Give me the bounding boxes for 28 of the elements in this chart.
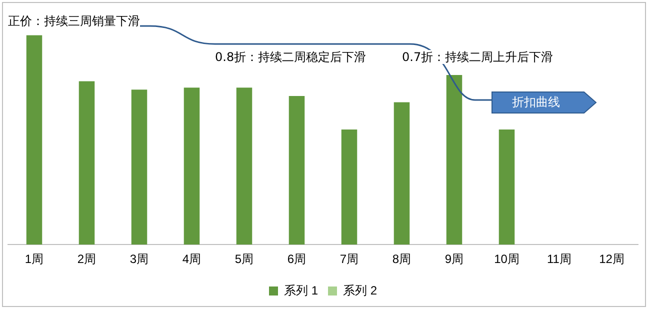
x-tick-label: 7周	[340, 252, 359, 266]
x-tick-label: 11周	[547, 252, 572, 266]
bar	[446, 75, 462, 245]
bar	[341, 129, 358, 245]
x-tick-label: 4周	[182, 252, 202, 266]
legend-label: 系列 1	[284, 283, 318, 298]
x-tick-label: 1周	[24, 252, 44, 266]
x-tick-label: 12周	[599, 252, 624, 266]
bar	[131, 90, 148, 245]
annotation: 折扣曲线	[512, 95, 560, 109]
bar	[184, 88, 200, 245]
bar	[498, 129, 515, 245]
legend-label: 系列 2	[343, 283, 378, 298]
x-tick-label: 5周	[234, 252, 254, 266]
x-tick-label: 2周	[77, 252, 96, 266]
bar	[394, 102, 410, 245]
x-tick-label: 6周	[287, 252, 306, 266]
bar	[26, 35, 42, 245]
annotation: 0.7折：持续二周上升后下滑	[402, 50, 554, 64]
bar	[78, 81, 95, 245]
x-tick-label: 8周	[392, 252, 412, 266]
x-tick-label: 9周	[444, 252, 464, 266]
text: 正价：持续三周销量下滑	[8, 14, 140, 28]
bar	[288, 96, 305, 245]
x-tick-label: 10周	[494, 252, 520, 266]
bar	[236, 88, 252, 245]
annotation: 0.8折：持续二周稳定后下滑	[215, 50, 366, 64]
x-tick-label: 3周	[130, 252, 149, 266]
